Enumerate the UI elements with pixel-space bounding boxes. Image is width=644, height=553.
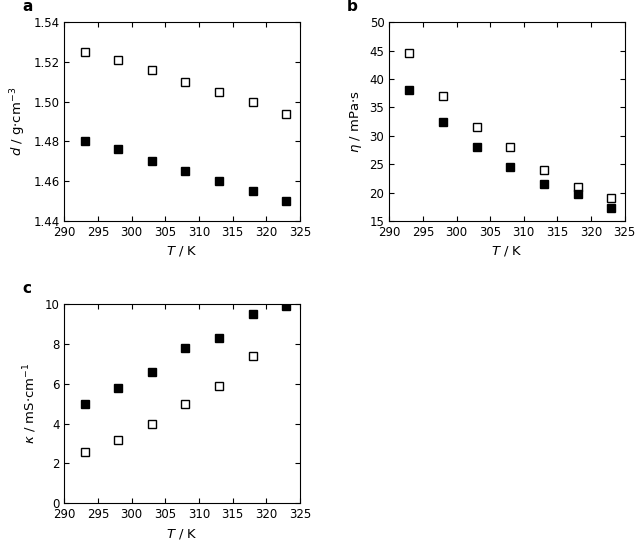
- X-axis label: $T$ / K: $T$ / K: [166, 526, 198, 541]
- Text: b: b: [347, 0, 358, 14]
- Text: a: a: [22, 0, 32, 14]
- Y-axis label: $\eta$ / mPa$\cdot$s: $\eta$ / mPa$\cdot$s: [348, 90, 364, 153]
- X-axis label: $T$ / K: $T$ / K: [166, 244, 198, 258]
- Text: c: c: [22, 281, 31, 296]
- Y-axis label: $d$ / g$\cdot$cm$^{-3}$: $d$ / g$\cdot$cm$^{-3}$: [8, 87, 28, 156]
- X-axis label: $T$ / K: $T$ / K: [491, 244, 523, 258]
- Y-axis label: $\kappa$ / mS$\cdot$cm$^{-1}$: $\kappa$ / mS$\cdot$cm$^{-1}$: [21, 363, 39, 445]
